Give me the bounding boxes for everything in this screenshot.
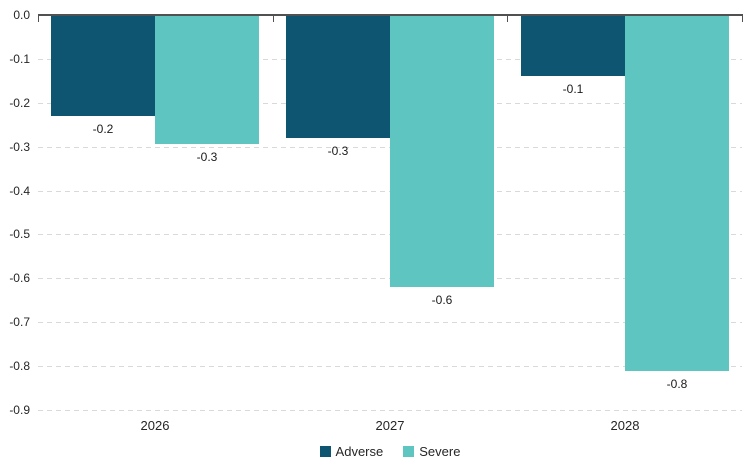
gridline [38,366,742,367]
bar-data-label: -0.1 [562,82,584,96]
x-axis-category-label: 2027 [375,418,405,433]
bar-data-label: -0.3 [196,150,218,164]
y-axis-tick-label: -0.8 [9,359,30,373]
y-axis-tick-label: -0.5 [9,227,30,241]
bar-adverse-2026 [51,15,155,116]
bar-adverse-2028 [521,15,625,76]
bar-severe-2026 [155,15,259,144]
axis-tick-mark [742,14,743,22]
legend-label: Severe [419,444,461,459]
y-axis-tick-label: -0.2 [9,96,30,110]
y-axis-tick-label: 0.0 [13,8,30,22]
axis-tick-mark [507,14,508,22]
chart-legend: Adverse Severe [38,444,742,459]
bar-data-label: -0.8 [666,377,688,391]
y-axis-tick-label: -0.9 [9,403,30,417]
y-axis-tick-label: -0.3 [9,140,30,154]
zero-axis-line [38,14,742,16]
bar-data-label: -0.3 [327,144,349,158]
gridline [38,410,742,411]
axis-tick-mark [38,14,39,22]
y-axis-tick-label: -0.6 [9,271,30,285]
bar-severe-2027 [390,15,494,287]
y-axis-tick-label: -0.4 [9,184,30,198]
bar-severe-2028 [625,15,729,371]
legend-swatch-icon [319,446,331,457]
legend-label: Adverse [335,444,384,459]
y-axis-tick-label: -0.7 [9,315,30,329]
bar-data-label: -0.2 [92,122,114,136]
x-axis-category-label: 2028 [610,418,640,433]
axis-tick-mark [273,14,274,22]
legend-item-adverse: Adverse [319,444,384,459]
legend-swatch-icon [403,446,415,457]
bar-adverse-2027 [286,15,390,138]
gridline [38,322,742,323]
x-axis-category-label: 2026 [140,418,170,433]
y-axis-tick-label: -0.1 [9,52,30,66]
bar-data-label: -0.6 [431,293,453,307]
legend-item-severe: Severe [403,444,460,459]
